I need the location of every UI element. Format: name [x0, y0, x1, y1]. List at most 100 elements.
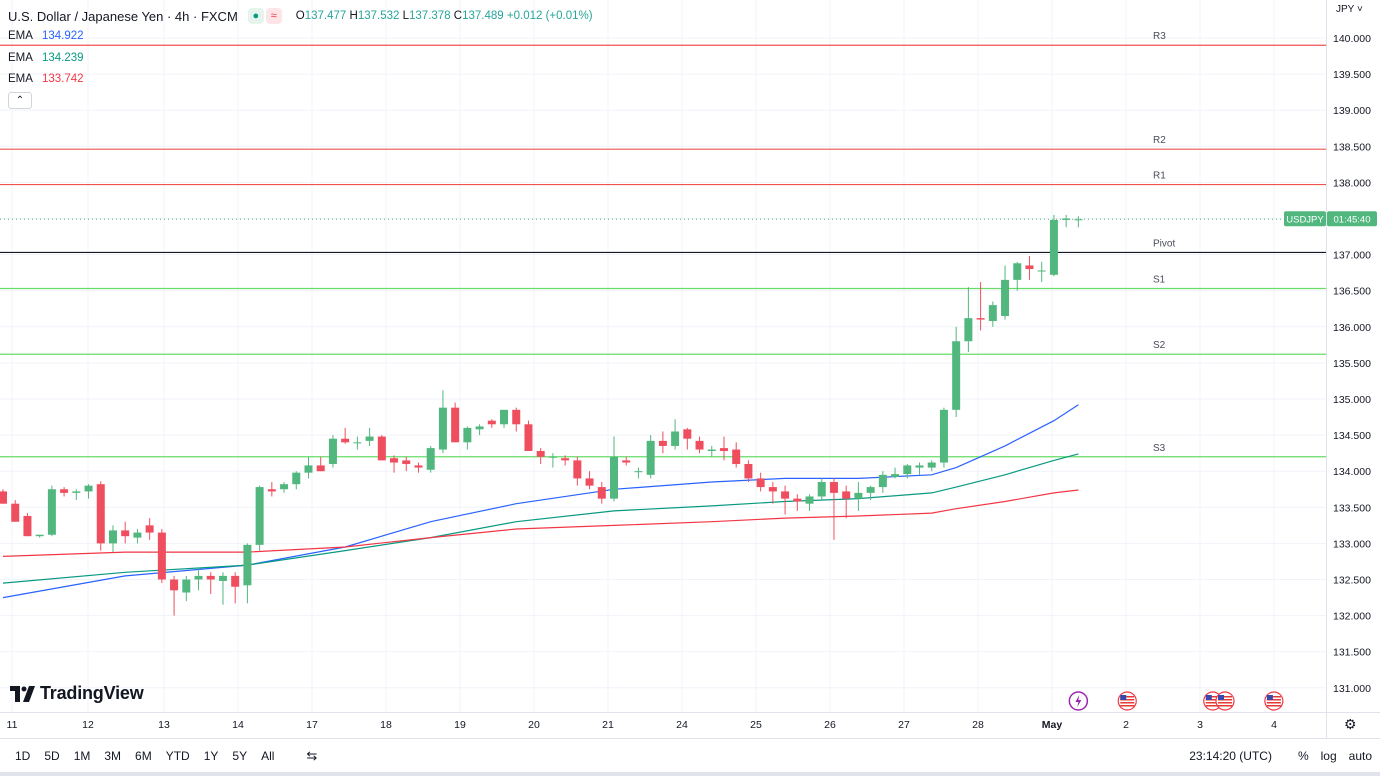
timeframe-5d[interactable]: 5D — [44, 749, 60, 763]
candle[interactable] — [854, 482, 863, 511]
candle[interactable] — [719, 436, 728, 461]
candle[interactable] — [756, 472, 765, 492]
candle[interactable] — [255, 485, 264, 551]
candle[interactable] — [597, 482, 606, 504]
timeframe-5y[interactable]: 5Y — [232, 749, 248, 763]
candle[interactable] — [646, 435, 655, 479]
candle[interactable] — [170, 575, 179, 616]
candle[interactable] — [817, 478, 826, 501]
candle[interactable] — [927, 460, 936, 472]
candle[interactable] — [35, 534, 44, 538]
candle[interactable] — [182, 575, 191, 602]
candle[interactable] — [353, 436, 362, 450]
candle[interactable] — [622, 456, 631, 466]
percent-scale-button[interactable]: % — [1297, 749, 1309, 763]
timeframe-6m[interactable]: 6M — [135, 749, 152, 763]
timeframe-3m[interactable]: 3M — [104, 749, 122, 763]
candle[interactable] — [988, 301, 997, 327]
ema-legend-2[interactable]: EMA 134.239 — [8, 49, 84, 67]
candle[interactable] — [1062, 214, 1071, 228]
candle[interactable] — [1001, 265, 1010, 320]
candle[interactable] — [610, 436, 618, 502]
log-scale-button[interactable]: log — [1320, 749, 1337, 763]
candle[interactable] — [267, 482, 276, 497]
candle[interactable] — [1025, 256, 1034, 280]
candle[interactable] — [903, 463, 912, 479]
candle[interactable] — [194, 568, 203, 591]
candle[interactable] — [438, 390, 447, 454]
ema-legend-3[interactable]: EMA 133.742 — [8, 70, 84, 88]
candle[interactable] — [500, 409, 509, 428]
auto-scale-button[interactable]: auto — [1348, 749, 1372, 763]
timeframe-1d[interactable]: 1D — [15, 749, 31, 763]
candle[interactable] — [891, 467, 900, 479]
candle[interactable] — [805, 494, 814, 511]
candle[interactable] — [341, 427, 350, 444]
timeframe-1y[interactable]: 1Y — [203, 749, 219, 763]
currency-selector[interactable]: JPY ˅ — [1336, 4, 1363, 15]
candle[interactable] — [768, 482, 777, 504]
candle[interactable] — [683, 427, 692, 450]
symbol-price-tag[interactable]: USDJPY 01:45:40 — [1284, 211, 1377, 227]
timeframe-1m[interactable]: 1M — [73, 749, 91, 763]
candle[interactable] — [108, 525, 117, 553]
candle[interactable] — [365, 427, 374, 446]
us-flag-event-icon[interactable] — [1117, 691, 1137, 711]
candle[interactable] — [829, 478, 838, 540]
candle[interactable] — [512, 407, 521, 432]
candle[interactable] — [218, 572, 227, 605]
candle[interactable] — [292, 471, 301, 490]
candle[interactable] — [11, 500, 20, 522]
candle[interactable] — [451, 402, 460, 443]
tradingview-logo[interactable]: TradingView — [10, 683, 144, 704]
candle[interactable] — [634, 467, 643, 479]
candle[interactable] — [475, 424, 484, 436]
candle[interactable] — [304, 456, 313, 479]
candle[interactable] — [328, 435, 337, 468]
candle[interactable] — [487, 419, 496, 428]
candle[interactable] — [744, 460, 753, 483]
candle[interactable] — [964, 287, 973, 353]
candle[interactable] — [72, 489, 81, 501]
market-open-icon[interactable]: ● — [247, 8, 264, 24]
candle[interactable] — [952, 326, 961, 418]
lightning-event-icon[interactable] — [1068, 691, 1089, 711]
candle[interactable] — [280, 482, 289, 493]
candle[interactable] — [671, 419, 680, 450]
candle[interactable] — [390, 455, 399, 473]
price-chart[interactable]: R3 R2 R1 Pivot S1 S2 S3 140.000 139.500 139.000 13… — [0, 0, 1380, 740]
candle[interactable] — [536, 448, 545, 464]
candle[interactable] — [781, 485, 790, 515]
candle[interactable] — [414, 462, 423, 473]
candle[interactable] — [573, 456, 582, 486]
timeframe-ytd[interactable]: YTD — [165, 749, 190, 763]
candle[interactable] — [463, 426, 472, 450]
candle[interactable] — [377, 435, 386, 461]
candle[interactable] — [695, 436, 704, 454]
timeframe-all[interactable]: All — [261, 749, 275, 763]
candle[interactable] — [206, 572, 215, 594]
candle[interactable] — [1049, 214, 1058, 277]
candle[interactable] — [939, 407, 948, 468]
candle[interactable] — [793, 494, 802, 511]
candle[interactable] — [133, 528, 142, 544]
candle[interactable] — [1013, 261, 1022, 291]
ema-legend-1[interactable]: EMA 134.922 — [8, 27, 84, 45]
candle[interactable] — [524, 420, 533, 451]
candle[interactable] — [866, 485, 875, 501]
candle[interactable] — [1037, 261, 1046, 283]
candle[interactable] — [0, 489, 7, 504]
candle[interactable] — [426, 445, 435, 473]
candle[interactable] — [548, 453, 557, 468]
us-flag-event-icon[interactable] — [1264, 691, 1284, 711]
candle[interactable] — [732, 442, 741, 468]
candle[interactable] — [157, 528, 166, 584]
utc-clock[interactable]: 23:14:20 (UTC) — [1189, 749, 1272, 763]
candle[interactable] — [121, 521, 130, 544]
candle[interactable] — [243, 543, 252, 604]
candle[interactable] — [96, 481, 105, 551]
candle[interactable] — [402, 456, 411, 472]
candle[interactable] — [60, 487, 69, 497]
candle[interactable] — [1074, 216, 1083, 228]
collapse-legend-button[interactable]: ⌃ — [8, 92, 32, 109]
